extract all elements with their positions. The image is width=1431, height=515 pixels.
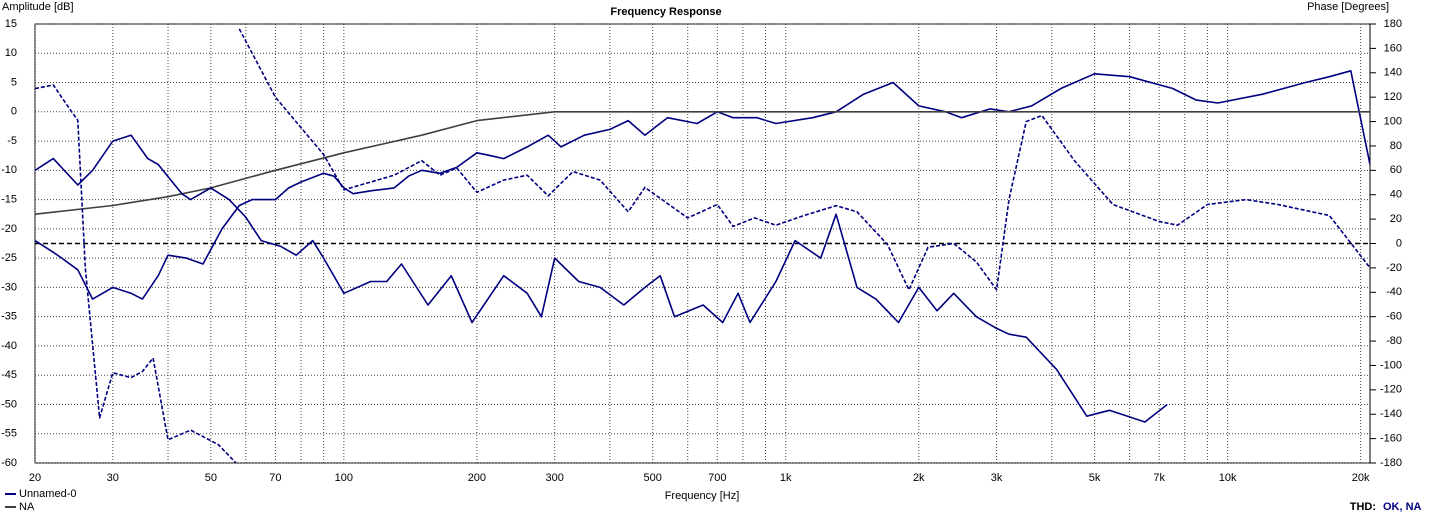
- y2-tick-label: 20: [1390, 213, 1402, 225]
- y2-tick-label: 60: [1390, 164, 1402, 176]
- x-tick-label: 1k: [780, 472, 792, 484]
- y2-tick-label: 100: [1384, 115, 1402, 127]
- x-tick-label: 50: [205, 472, 217, 484]
- x-tick-label: 20k: [1352, 472, 1370, 484]
- x-tick-label: 20: [29, 472, 41, 484]
- y2-tick-label: -20: [1386, 262, 1402, 274]
- thd-status: OK, NA: [1383, 501, 1422, 513]
- y-tick-label: -45: [1, 369, 17, 381]
- x-tick-label: 200: [468, 472, 486, 484]
- x-axis-title: Frequency [Hz]: [665, 490, 740, 502]
- y-tick-label: -5: [7, 135, 17, 147]
- x-tick-label: 5k: [1089, 472, 1101, 484]
- y2-tick-label: 0: [1396, 237, 1402, 249]
- y-tick-label: -40: [1, 340, 17, 352]
- y-tick-label: -50: [1, 398, 17, 410]
- y-tick-label: -20: [1, 223, 17, 235]
- y2-tick-label: 40: [1390, 189, 1402, 201]
- y-tick-label: -55: [1, 428, 17, 440]
- x-tick-label: 10k: [1219, 472, 1237, 484]
- y-tick-label: -60: [1, 457, 17, 469]
- y-axis-title: Amplitude [dB]: [2, 1, 74, 13]
- y2-tick-label: -120: [1380, 384, 1402, 396]
- y2-tick-label: 180: [1384, 18, 1402, 30]
- legend-label: NA: [19, 501, 35, 513]
- series-line: [35, 70, 1370, 300]
- x-tick-label: 300: [546, 472, 564, 484]
- y-tick-label: 10: [5, 47, 17, 59]
- x-tick-label: 700: [708, 472, 726, 484]
- y2-tick-label: 80: [1390, 140, 1402, 152]
- y-tick-label: -15: [1, 194, 17, 206]
- thd-label: THD:: [1350, 501, 1376, 513]
- y2-tick-label: 160: [1384, 42, 1402, 54]
- y2-axis-title: Phase [Degrees]: [1307, 1, 1389, 13]
- x-tick-label: 500: [644, 472, 662, 484]
- chart-title: Frequency Response: [610, 6, 721, 18]
- y-tick-label: 15: [5, 18, 17, 30]
- x-tick-label: 3k: [991, 472, 1003, 484]
- y2-tick-label: 140: [1384, 67, 1402, 79]
- legend-label: Unnamed-0: [19, 488, 76, 500]
- y2-tick-label: -180: [1380, 457, 1402, 469]
- series-line: [35, 134, 1168, 423]
- y-tick-label: 0: [11, 106, 17, 118]
- y2-tick-label: -140: [1380, 408, 1402, 420]
- y-tick-label: 5: [11, 76, 17, 88]
- x-tick-label: 70: [269, 472, 281, 484]
- y2-tick-label: 120: [1384, 91, 1402, 103]
- y-tick-label: -30: [1, 281, 17, 293]
- y2-tick-label: -40: [1386, 286, 1402, 298]
- x-tick-label: 7k: [1153, 472, 1165, 484]
- series-line: [35, 111, 1370, 215]
- y-tick-label: -25: [1, 252, 17, 264]
- y2-tick-label: -60: [1386, 311, 1402, 323]
- y2-tick-label: -160: [1380, 433, 1402, 445]
- y2-tick-label: -100: [1380, 359, 1402, 371]
- x-tick-label: 2k: [913, 472, 925, 484]
- x-tick-label: 30: [107, 472, 119, 484]
- y-tick-label: -10: [1, 164, 17, 176]
- y2-tick-label: -80: [1386, 335, 1402, 347]
- series-line: [35, 28, 1370, 463]
- y-tick-label: -35: [1, 311, 17, 323]
- x-tick-label: 100: [335, 472, 353, 484]
